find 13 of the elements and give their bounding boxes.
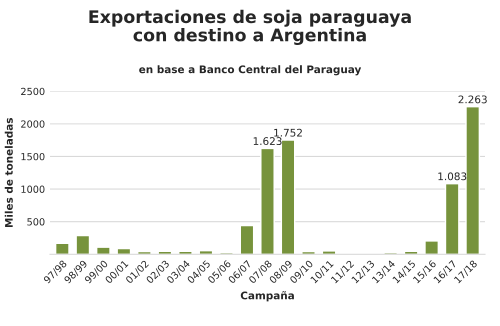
chart-title: Exportaciones de soja paraguaya con destino a Argentina bbox=[89, 10, 411, 45]
y-tick-label: 2000 bbox=[21, 120, 44, 128]
chart-subtitle: en base a Banco Central del Paraguay bbox=[139, 65, 362, 76]
y-tick-label: 1000 bbox=[21, 186, 44, 193]
y-tick-label: 2500 bbox=[21, 88, 44, 96]
data-label: 1.083 bbox=[438, 172, 466, 180]
data-label: 1.752 bbox=[274, 128, 302, 137]
data-label: 2.263 bbox=[458, 95, 487, 104]
y-tick-label: 500 bbox=[27, 218, 44, 226]
data-label: 1.623 bbox=[254, 137, 282, 146]
y-axis-title: Miles de toneladas bbox=[4, 118, 13, 228]
x-axis-title: Campaña bbox=[240, 291, 294, 302]
y-tick-label: 1500 bbox=[21, 152, 44, 160]
